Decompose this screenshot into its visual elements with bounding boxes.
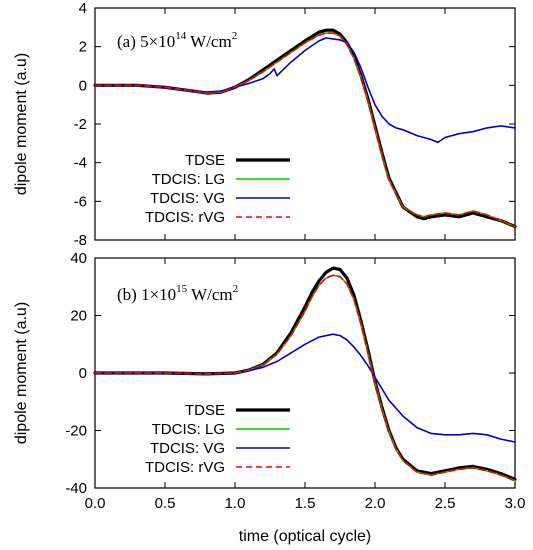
panel-b: 40 20 0 -20 -40 0.0 0.5 1.0 1.5 2.0 2.5 3.0 (b) 1×… — [13, 250, 525, 545]
legend-label: TDCIS: LG — [152, 421, 225, 438]
legend-label: TDCIS: VG — [150, 440, 225, 457]
y-tick-label: 0 — [79, 365, 87, 382]
x-tick-label: 1.0 — [225, 495, 246, 512]
legend-label: TDCIS: LG — [152, 171, 225, 188]
series-line-tdcis-vg — [94, 333, 516, 443]
x-axis-label: time (optical cycle) — [239, 528, 371, 545]
x-tick-label: 0.0 — [85, 495, 106, 512]
legend-label: TDSE — [185, 402, 225, 419]
y-tick-label: -4 — [74, 155, 87, 172]
panel-title-b: (b) 1×1015 W/cm2 — [117, 283, 238, 304]
y-tick-label: -6 — [74, 193, 87, 210]
legend-label: TDCIS: rVG — [145, 459, 225, 476]
y-axis-label-a: dipole moment (a.u) — [13, 53, 30, 195]
x-tick-label: 2.0 — [365, 495, 386, 512]
x-tick-label: 2.5 — [435, 495, 456, 512]
y-tick-label: -2 — [74, 116, 87, 133]
y-tick-label: 20 — [70, 308, 87, 325]
y-tick-label: 2 — [79, 39, 87, 56]
panel-title-a: (a) 5×1014 W/cm2 — [117, 30, 237, 51]
y-tick-label: 0 — [79, 77, 87, 94]
legend-label: TDSE — [185, 152, 225, 169]
legend-b: TDSE TDCIS: LG TDCIS: VG TDCIS: rVG — [145, 402, 290, 476]
y-tick-label: 40 — [70, 250, 87, 267]
legend-label: TDCIS: VG — [150, 190, 225, 207]
series-line-tdcis-rvg — [94, 32, 516, 228]
series-line-tdcis-vg — [94, 37, 516, 144]
x-tick-label: 1.5 — [295, 495, 316, 512]
y-tick-label: -20 — [65, 423, 87, 440]
x-tick-label: 3.0 — [505, 495, 526, 512]
panel-a: 4 2 0 -2 -4 -6 -8 (a) 5×1014 W/cm2 dipole mome… — [13, 0, 517, 249]
series-line-tdcis-rvg — [94, 274, 516, 482]
y-tick-label: -8 — [74, 232, 87, 249]
y-tick-label: -40 — [65, 480, 87, 497]
y-axis-label-b: dipole moment (a.u) — [13, 302, 30, 444]
x-tick-label: 0.5 — [155, 495, 176, 512]
y-tick-label: 4 — [79, 0, 87, 17]
legend-label: TDCIS: rVG — [145, 209, 225, 226]
legend-a: TDSE TDCIS: LG TDCIS: VG TDCIS: rVG — [145, 152, 290, 226]
